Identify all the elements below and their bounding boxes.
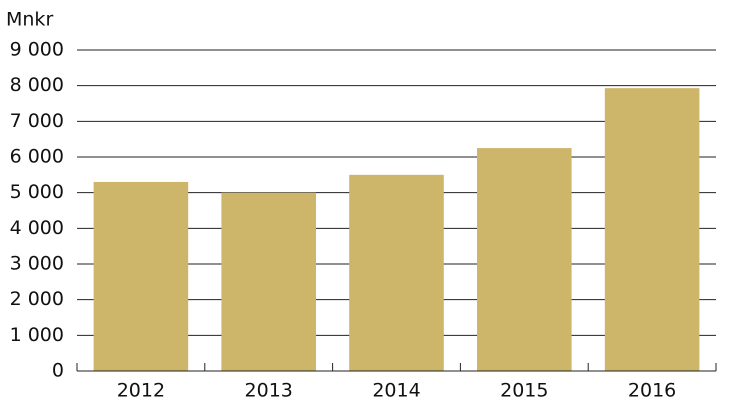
bar bbox=[221, 192, 316, 371]
x-tick-label: 2016 bbox=[628, 380, 676, 402]
y-tick-label: 6 000 bbox=[10, 146, 64, 168]
y-tick-label: 8 000 bbox=[10, 74, 64, 96]
y-tick-label: 4 000 bbox=[10, 217, 64, 239]
x-tick-label: 2013 bbox=[245, 380, 293, 402]
y-tick-label: 7 000 bbox=[10, 110, 64, 132]
y-tick-label: 3 000 bbox=[10, 253, 64, 275]
y-tick-label: 2 000 bbox=[10, 288, 64, 310]
bar bbox=[604, 88, 700, 371]
y-tick-label: 5 000 bbox=[10, 181, 64, 203]
x-tick-label: 2015 bbox=[500, 380, 548, 402]
x-tick-label: 2014 bbox=[372, 380, 420, 402]
bar bbox=[477, 148, 572, 371]
bar bbox=[349, 174, 444, 371]
y-tick-label: 0 bbox=[52, 360, 64, 382]
y-tick-label: 1 000 bbox=[10, 324, 64, 346]
bar bbox=[93, 181, 189, 371]
y-tick-label: 9 000 bbox=[10, 39, 64, 61]
y-axis-label: Mnkr bbox=[6, 9, 53, 31]
x-tick-label: 2012 bbox=[117, 380, 165, 402]
